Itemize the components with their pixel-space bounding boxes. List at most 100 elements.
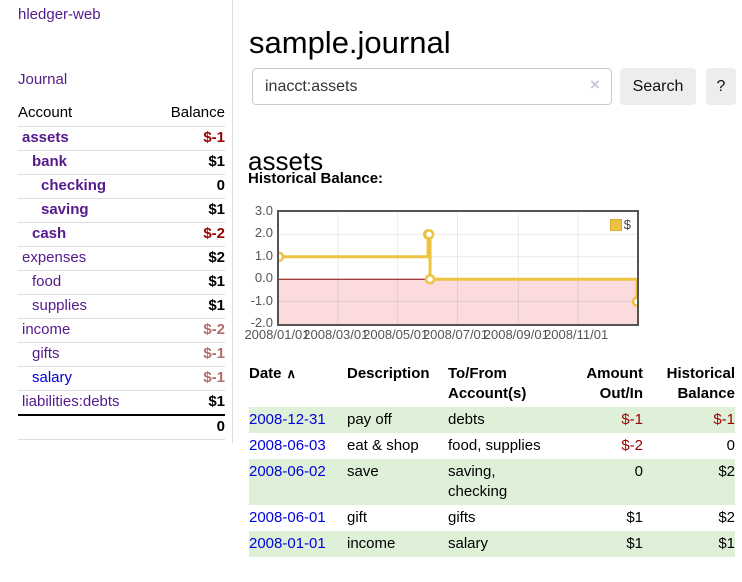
transaction-date-link[interactable]: 2008-06-02 (249, 463, 326, 480)
account-row: gifts $-1 (18, 342, 225, 367)
x-tick-label: 2008/09/01 (483, 327, 549, 342)
register-header-label: Historical (666, 365, 735, 382)
account-link[interactable]: expenses (18, 246, 153, 271)
search-button[interactable]: Search (620, 68, 696, 105)
transaction-date-link[interactable]: 2008-06-03 (249, 437, 326, 454)
transaction-accounts: saving, checking (448, 463, 508, 500)
transaction-description: gift (347, 509, 368, 526)
account-balance: $1 (152, 150, 225, 175)
transaction-date-link[interactable]: 2008-06-01 (249, 509, 326, 526)
sidebar: hledger-web Journal Account Balance asse… (0, 0, 233, 443)
table-row: 2008-12-31 pay off debts $-1 $-1 (249, 407, 735, 433)
account-link[interactable]: gifts (18, 342, 153, 367)
register-column-header[interactable]: Amount Out/In (552, 361, 643, 407)
account-balance: $-2 (152, 318, 225, 343)
account-row: food $1 (18, 270, 225, 295)
transaction-balance: $2 (718, 463, 735, 480)
transaction-amount: $-1 (621, 411, 643, 428)
transaction-balance: $-1 (713, 411, 735, 428)
register-header-label: To/From (448, 365, 507, 382)
chart-canvas (279, 212, 637, 324)
register-column-header[interactable]: Historical Balance (643, 361, 735, 407)
account-link[interactable]: supplies (18, 294, 153, 319)
account-row: assets $-1 (18, 126, 225, 151)
account-link[interactable]: assets (18, 126, 153, 151)
x-tick-label: 2008/03/01 (303, 327, 369, 342)
legend-label: $ (623, 217, 631, 232)
register-column-header[interactable]: Description (347, 361, 448, 407)
register-column-header[interactable]: Date ∧ (249, 361, 347, 407)
accounts-header-account: Account (18, 101, 153, 127)
chart-title: Historical Balance: (248, 170, 384, 187)
table-row: 2008-01-01 income salary $1 $1 (249, 531, 735, 557)
account-row: salary $-1 (18, 366, 225, 391)
account-balance: $1 (152, 198, 225, 223)
transaction-date-cell: 2008-01-01 (249, 531, 347, 557)
transaction-balance: $2 (718, 509, 735, 526)
register-header-label: Account(s) (448, 385, 527, 402)
account-link[interactable]: food (18, 270, 153, 295)
account-row: checking 0 (18, 174, 225, 199)
search-input[interactable] (252, 68, 612, 105)
transaction-amount: 0 (634, 463, 643, 480)
transaction-date-cell: 2008-12-31 (249, 407, 347, 433)
page-title: sample.journal (249, 24, 451, 60)
account-link[interactable]: salary (18, 366, 153, 391)
transaction-description: pay off (347, 411, 392, 428)
transaction-balance: 0 (726, 437, 735, 454)
transaction-accounts: gifts (448, 509, 476, 526)
app-title-link[interactable]: hledger-web (18, 6, 101, 23)
x-tick-label: 2008/07/01 (422, 327, 489, 342)
account-balance: $1 (152, 390, 225, 416)
chart-legend: $ (608, 216, 632, 233)
account-link[interactable]: income (18, 318, 153, 343)
account-balance: $-2 (152, 222, 225, 247)
register-header-row: Date ∧ Description To/From Account(s) Amount O… (249, 361, 735, 407)
account-balance: $-1 (152, 342, 225, 367)
x-tick-label: 2008/01/01 (244, 327, 310, 342)
transaction-amount: $1 (626, 535, 643, 552)
register-column-header[interactable]: To/From Account(s) (448, 361, 552, 407)
y-tick-label: 2.0 (254, 225, 273, 241)
y-tick-label: 0.0 (254, 270, 273, 286)
transaction-description: income (347, 535, 396, 552)
help-button[interactable]: ? (706, 68, 736, 105)
transaction-accounts: debts (448, 411, 485, 428)
account-link[interactable]: bank (18, 150, 153, 175)
register-header-label: Amount (586, 365, 643, 382)
account-row: bank $1 (18, 150, 225, 175)
account-link[interactable]: cash (18, 222, 153, 247)
register-table: Date ∧ Description To/From Account(s) Amount O… (249, 361, 735, 557)
account-balance: $2 (152, 246, 225, 271)
transaction-balance: $1 (718, 535, 735, 552)
y-tick-label: 3.0 (254, 203, 273, 218)
x-tick-label: 2008/05/01 (363, 327, 429, 342)
account-row: supplies $1 (18, 294, 225, 319)
account-balance: $1 (152, 270, 225, 295)
account-link[interactable]: liabilities:debts (18, 390, 153, 416)
accounts-total-value: 0 (152, 414, 225, 440)
transaction-accounts: food, supplies (448, 437, 541, 454)
accounts-total-row: 0 (18, 414, 225, 440)
clear-search-icon[interactable]: × (590, 75, 600, 94)
account-link[interactable]: saving (18, 198, 153, 223)
accounts-header-balance: Balance (152, 101, 225, 127)
register-header-label: Description (347, 365, 430, 382)
account-balance: $-1 (152, 126, 225, 151)
table-row: 2008-06-02 save saving, checking 0 $2 (249, 459, 735, 505)
account-balance: 0 (152, 174, 225, 199)
y-tick-label: 1.0 (254, 247, 273, 263)
transaction-date-link[interactable]: 2008-01-01 (249, 535, 326, 552)
transaction-date-link[interactable]: 2008-12-31 (249, 411, 326, 428)
register-header-label: Out/In (599, 385, 643, 402)
sort-ascending-icon[interactable]: ∧ (286, 366, 297, 381)
transaction-description: save (347, 463, 379, 480)
legend-swatch-icon (609, 218, 622, 231)
chart-plot-area: $ (277, 210, 639, 326)
sidebar-item-journal[interactable]: Journal (18, 71, 68, 88)
table-row: 2008-06-01 gift gifts $1 $2 (249, 505, 735, 531)
x-tick-label: 2008/11/01 (544, 327, 609, 342)
transaction-date-cell: 2008-06-03 (249, 433, 347, 459)
transaction-date-cell: 2008-06-01 (249, 505, 347, 531)
account-link[interactable]: checking (18, 174, 153, 199)
